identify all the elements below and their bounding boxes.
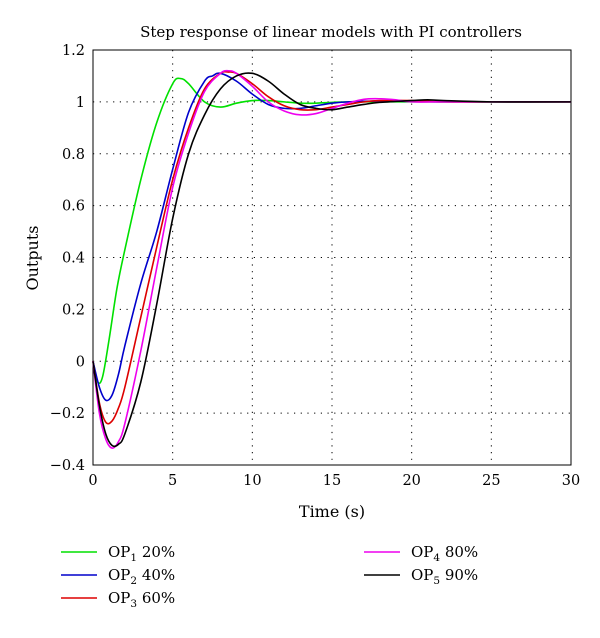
y-tick-label: 0.6 [62,199,85,215]
x-tick-labels: 0 5 10 15 20 25 30 [88,473,580,489]
series-line-op4 [92,69,571,449]
y-tick-label: 1.2 [62,43,85,59]
legend-label-op3: OP3 60% [108,589,175,610]
y-axis-label: Outputs [23,225,42,290]
y-tick-label: 1 [76,95,85,111]
legend-label-op5: OP5 90% [411,566,478,587]
x-tick-label: 5 [168,473,177,489]
y-tick-label: 0.2 [62,302,85,318]
plot-area-frame [92,49,572,466]
y-tick-labels: −0.4 −0.2 0 0.2 0.4 0.6 0.8 1 1.2 [50,43,85,474]
series-line-op2 [92,72,571,402]
x-tick-label: 10 [243,473,261,489]
legend-label-op2: OP2 40% [108,566,175,587]
x-tick-label: 0 [88,473,97,489]
x-tick-label: 15 [323,473,341,489]
x-tick-label: 30 [562,473,580,489]
x-axis-label: Time (s) [299,502,365,521]
y-tick-label: −0.4 [50,458,85,474]
chart-title: Step response of linear models with PI c… [140,23,522,41]
y-tick-label: 0 [76,354,85,370]
y-tick-label: 0.8 [62,147,85,163]
x-tick-label: 25 [482,473,500,489]
y-tick-label: −0.2 [50,406,85,422]
series-line-op5 [92,72,572,448]
x-tick-label: 20 [402,473,420,489]
series-layer [92,69,572,449]
legend-label-op4: OP4 80% [411,543,478,564]
legend: OP1 20%OP2 40%OP3 60% OP4 80%OP5 90% [61,543,478,610]
legend-label-op1: OP1 20% [108,543,175,564]
y-tick-label: 0.4 [62,251,85,267]
